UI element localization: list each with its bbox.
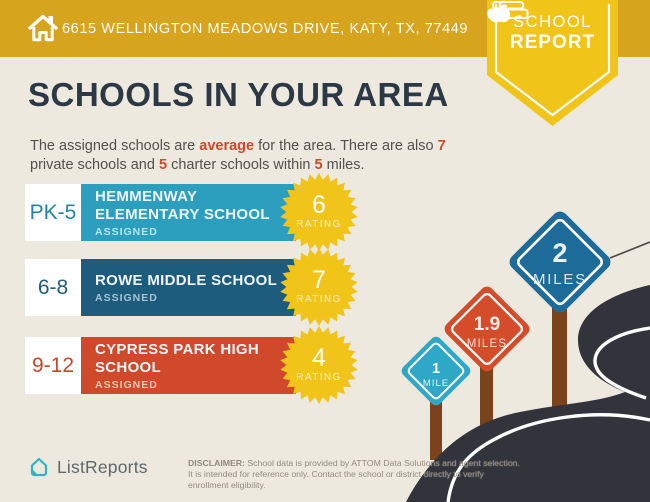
- rating-starburst: 4 RATING: [280, 326, 358, 404]
- sign-distance-unit: MILES: [467, 338, 508, 350]
- disclaimer-label: DISCLAIMER:: [188, 458, 245, 468]
- school-row-elementary: PK-5 HEMMENWAY ELEMENTARY SCHOOL ASSIGNE…: [25, 184, 296, 241]
- intro-text: charter schools within: [167, 157, 315, 173]
- rating-value: 7: [312, 266, 326, 294]
- sign-distance-value: 1: [432, 360, 440, 377]
- school-row-middle: 6-8 ROWE MIDDLE SCHOOL ASSIGNED: [25, 259, 296, 316]
- distant-road-line: [609, 241, 650, 259]
- school-name-line: CYPRESS PARK HIGH: [95, 340, 260, 358]
- intro-text: miles.: [322, 157, 365, 173]
- school-report-badge: SCHOOL REPORT: [487, 0, 618, 128]
- distance-sign-1-mile: 1 MILE: [401, 336, 471, 406]
- badge-line2: REPORT: [509, 32, 596, 53]
- page-title: SCHOOLS IN YOUR AREA: [28, 76, 449, 113]
- intro-charter-count: 5: [158, 157, 168, 173]
- sign-distance-unit: MILES: [533, 271, 587, 288]
- brand-name: ListReports: [57, 456, 148, 477]
- assigned-label: ASSIGNED: [95, 225, 158, 238]
- badge-ribbon-shape: [487, 0, 618, 126]
- school-name: HEMMENWAY ELEMENTARY SCHOOL: [95, 188, 296, 224]
- rating-label: RATING: [296, 219, 341, 230]
- grade-range: 6-8: [25, 259, 81, 316]
- school-name-line: SCHOOL: [95, 358, 161, 376]
- sign-distance-unit: MILE: [423, 378, 449, 389]
- rating-value: 6: [312, 191, 326, 219]
- rating-value: 4: [312, 344, 326, 372]
- rating-starburst: 6 RATING: [280, 173, 358, 251]
- intro-highlight-average: average: [199, 137, 255, 154]
- school-bar: ROWE MIDDLE SCHOOL ASSIGNED: [81, 259, 296, 316]
- school-name-line: HEMMENWAY: [95, 187, 198, 205]
- listreports-house-icon: [30, 457, 48, 477]
- rating-label: RATING: [296, 294, 341, 305]
- disclaimer-body: School data is provided by ATTOM Data So…: [188, 458, 520, 490]
- grade-range: 9-12: [25, 337, 81, 394]
- intro-text: The assigned schools are: [30, 137, 200, 154]
- sign-distance-value: 1.9: [474, 314, 500, 335]
- intro-text: private schools and: [30, 157, 159, 173]
- road-edge-line-lower: [446, 413, 650, 502]
- sign-post: [480, 352, 493, 432]
- sign-post: [552, 298, 567, 410]
- sign-post: [430, 386, 442, 460]
- home-icon: [28, 14, 58, 42]
- intro-text: for the area. There are also: [254, 137, 438, 154]
- school-name: CYPRESS PARK HIGH SCHOOL: [95, 341, 296, 377]
- disclaimer-text: DISCLAIMER: School data is provided by A…: [188, 458, 522, 491]
- road-edge-line-upper: [593, 326, 650, 400]
- school-row-high: 9-12 CYPRESS PARK HIGH SCHOOL ASSIGNED: [25, 337, 296, 394]
- intro-private-count: 7: [437, 137, 446, 154]
- badge-line1: SCHOOL: [513, 13, 592, 31]
- book-icon: [487, 1, 529, 19]
- distance-sign-2-miles: 2 MILES: [509, 211, 611, 313]
- school-name: ROWE MIDDLE SCHOOL: [95, 272, 296, 290]
- property-address: 6615 WELLINGTON MEADOWS DRIVE, KATY, TX,…: [62, 20, 469, 37]
- rating-starburst: 7 RATING: [280, 248, 358, 326]
- school-name-line: ELEMENTARY SCHOOL: [95, 205, 270, 223]
- distance-sign-1-9-miles: 1.9 MILES: [444, 286, 530, 372]
- school-bar: CYPRESS PARK HIGH SCHOOL ASSIGNED: [81, 337, 296, 394]
- assigned-label: ASSIGNED: [95, 378, 158, 391]
- starburst-shape: [280, 173, 358, 251]
- intro-paragraph: The assigned schools are average for the…: [30, 137, 478, 176]
- sign-distance-value: 2: [552, 238, 567, 268]
- listreports-logo: ListReports: [28, 456, 148, 478]
- intro-miles-count: 5: [314, 157, 323, 173]
- school-name-line: ROWE MIDDLE SCHOOL: [95, 271, 278, 289]
- starburst-shape: [280, 248, 358, 326]
- rating-label: RATING: [296, 372, 341, 383]
- school-bar: HEMMENWAY ELEMENTARY SCHOOL ASSIGNED: [81, 184, 296, 241]
- grade-range: PK-5: [25, 184, 81, 241]
- assigned-label: ASSIGNED: [95, 291, 158, 304]
- road-surface: [406, 285, 650, 502]
- starburst-shape: [280, 326, 358, 404]
